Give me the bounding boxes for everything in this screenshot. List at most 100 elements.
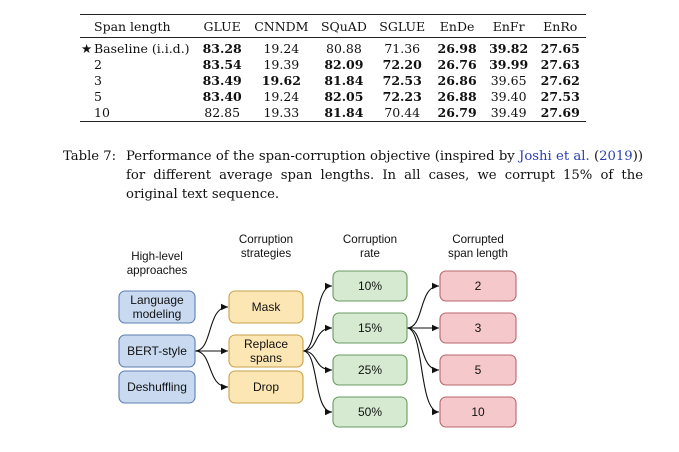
rate-box-label: 10% [358, 279, 382, 293]
row-label-text: 10 [94, 105, 110, 120]
table-cell: 27.63 [540, 57, 580, 72]
approach-box: BERT-style [118, 334, 196, 368]
span-length-box: 3 [439, 312, 517, 344]
diagram-arrow [194, 350, 229, 391]
table-cell: 83.54 [202, 57, 242, 72]
table-cell: 27.62 [540, 73, 580, 88]
row-label-text: 3 [94, 73, 102, 88]
column-header: Corrupted [452, 233, 504, 246]
table-cell: 82.09 [324, 57, 364, 72]
approach-box-label: Language [130, 293, 184, 307]
table-cell: 19.24 [263, 41, 300, 56]
diagram-arrow [302, 350, 333, 416]
column-header: High-level [131, 250, 183, 263]
table-cell: 39.40 [490, 89, 527, 104]
table-cell: 39.49 [490, 105, 527, 120]
table-cell: 26.76 [437, 57, 477, 72]
column-header: span length [448, 247, 508, 260]
diagram-edges [194, 282, 440, 416]
column-header: Corruption [343, 233, 397, 246]
col-header: GLUE [203, 19, 241, 34]
strategy-box-label: Mask [252, 300, 282, 314]
diagram-arrow [194, 303, 229, 352]
col-header: EnRo [543, 19, 578, 34]
column-header: approaches [127, 264, 188, 277]
rate-box: 25% [332, 354, 408, 386]
approach-box-label: Deshuffling [127, 380, 187, 394]
span-length-box-label: 10 [471, 405, 485, 419]
table-cell: 83.28 [202, 41, 242, 56]
table-cell: 27.53 [540, 89, 580, 104]
col-header: CNNDM [254, 19, 309, 34]
strategy-box: Drop [228, 370, 304, 404]
table-row: ★ Baseline (i.i.d.) 83.28 19.24 80.88 71.36 26… [80, 38, 586, 58]
table-cell: 19.24 [263, 89, 300, 104]
table-cell: 80.88 [326, 41, 362, 56]
span-length-box: 5 [439, 354, 517, 386]
caption-label: Table 7: [63, 149, 117, 164]
table-cell: 39.65 [490, 73, 527, 88]
span-length-box: 2 [439, 270, 517, 302]
row-label: 2 [80, 57, 196, 73]
row-label-text: 5 [94, 89, 102, 104]
table-row: 2 83.54 19.39 82.09 72.20 26.76 39.99 27.63 [80, 57, 586, 73]
row-label: ★ Baseline (i.i.d.) [80, 38, 196, 58]
table-cell: 72.53 [382, 73, 422, 88]
table-cell: 72.20 [382, 57, 422, 72]
rate-box: 15% [332, 312, 408, 344]
strategy-box-label: Replace [244, 337, 288, 351]
table-cell: 72.23 [382, 89, 422, 104]
table-cell: 26.79 [437, 105, 477, 120]
span-length-box: 10 [439, 396, 517, 428]
rate-box: 50% [332, 396, 408, 428]
diagram-arrow [406, 282, 440, 329]
citation-year-link[interactable]: 2019 [599, 149, 633, 164]
table-cell: 26.86 [437, 73, 477, 88]
col-header: EnFr [492, 19, 525, 34]
table-cell: 26.88 [437, 89, 477, 104]
table-body: ★ Baseline (i.i.d.) 83.28 19.24 80.88 71.36 26… [80, 38, 586, 122]
diagram-headers: High-levelapproachesCorruptionstrategies… [127, 233, 508, 277]
table-cell: 19.33 [263, 105, 300, 120]
table-cell: 27.65 [540, 41, 580, 56]
col-header: SGLUE [379, 19, 426, 34]
table-cell: 81.84 [324, 105, 364, 120]
diagram-arrow [302, 324, 333, 352]
caption-text: )) [632, 149, 643, 164]
column-header: strategies [241, 247, 291, 260]
col-header: SQuAD [320, 19, 367, 34]
table-cell: 39.82 [489, 41, 529, 56]
strategy-box: Mask [228, 290, 304, 324]
table-cell: 39.99 [489, 57, 529, 72]
baseline-star-icon: ★ [81, 41, 93, 56]
diagram-arrow [406, 327, 440, 374]
row-label-text: Baseline (i.i.d.) [94, 41, 190, 56]
table-cell: 19.62 [261, 73, 301, 88]
approach-box-label: BERT-style [127, 344, 187, 358]
table-cell: 71.36 [384, 41, 421, 56]
table-cell: 83.49 [202, 73, 242, 88]
table-cell: 83.40 [202, 89, 242, 104]
strategy-box-label: spans [250, 351, 282, 365]
citation-link[interactable]: Joshi et al. [519, 149, 590, 164]
table-row: 3 83.49 19.62 81.84 72.53 26.86 39.65 27.62 [80, 73, 586, 89]
approach-box-label: modeling [133, 307, 182, 321]
row-label: 3 [80, 73, 196, 89]
col-header: Span length [94, 19, 171, 34]
span-length-box-label: 5 [475, 363, 482, 377]
caption-body: Performance of the span-corruption objec… [126, 147, 643, 204]
span-length-box-label: 2 [475, 279, 482, 293]
row-label-text: 2 [94, 57, 102, 72]
table-caption: Table 7: Performance of the span-corrupt… [63, 147, 643, 204]
table-cell: 19.39 [263, 57, 300, 72]
table-row: 10 82.85 19.33 81.84 70.44 26.79 39.49 27.69 [80, 105, 586, 122]
span-length-box-label: 3 [475, 321, 482, 335]
table-row: 5 83.40 19.24 82.05 72.23 26.88 39.40 27.53 [80, 89, 586, 105]
table-cell: 82.05 [324, 89, 364, 104]
table-cell: 81.84 [324, 73, 364, 88]
table-cell: 82.85 [204, 105, 241, 120]
column-header: Corruption [239, 233, 293, 246]
